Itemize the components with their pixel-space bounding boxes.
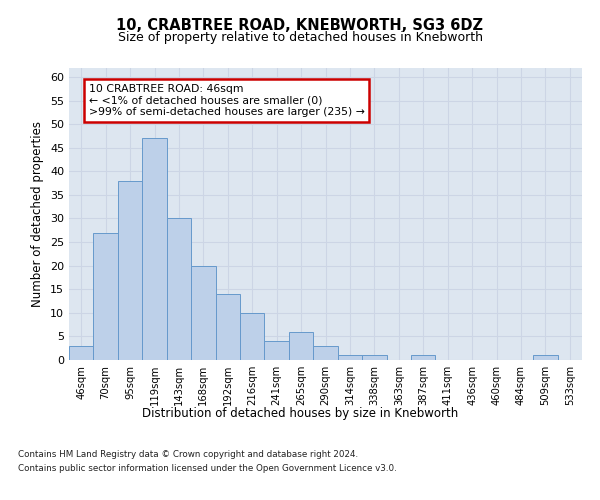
Bar	[265, 341, 289, 360]
Text: 10, CRABTREE ROAD, KNEBWORTH, SG3 6DZ: 10, CRABTREE ROAD, KNEBWORTH, SG3 6DZ	[116, 18, 484, 32]
Bar	[69, 346, 94, 360]
Bar	[533, 356, 557, 360]
Bar	[94, 232, 118, 360]
Bar	[142, 138, 167, 360]
Text: 10 CRABTREE ROAD: 46sqm
← <1% of detached houses are smaller (0)
>99% of semi-de: 10 CRABTREE ROAD: 46sqm ← <1% of detache…	[89, 84, 364, 117]
Bar	[167, 218, 191, 360]
Bar	[338, 356, 362, 360]
Bar	[191, 266, 215, 360]
Y-axis label: Number of detached properties: Number of detached properties	[31, 120, 44, 306]
Bar	[411, 356, 436, 360]
Text: Contains HM Land Registry data © Crown copyright and database right 2024.: Contains HM Land Registry data © Crown c…	[18, 450, 358, 459]
Bar	[240, 313, 265, 360]
Bar	[215, 294, 240, 360]
Bar	[118, 180, 142, 360]
Bar	[313, 346, 338, 360]
Text: Distribution of detached houses by size in Knebworth: Distribution of detached houses by size …	[142, 408, 458, 420]
Bar	[289, 332, 313, 360]
Text: Contains public sector information licensed under the Open Government Licence v3: Contains public sector information licen…	[18, 464, 397, 473]
Text: Size of property relative to detached houses in Knebworth: Size of property relative to detached ho…	[118, 31, 482, 44]
Bar	[362, 356, 386, 360]
